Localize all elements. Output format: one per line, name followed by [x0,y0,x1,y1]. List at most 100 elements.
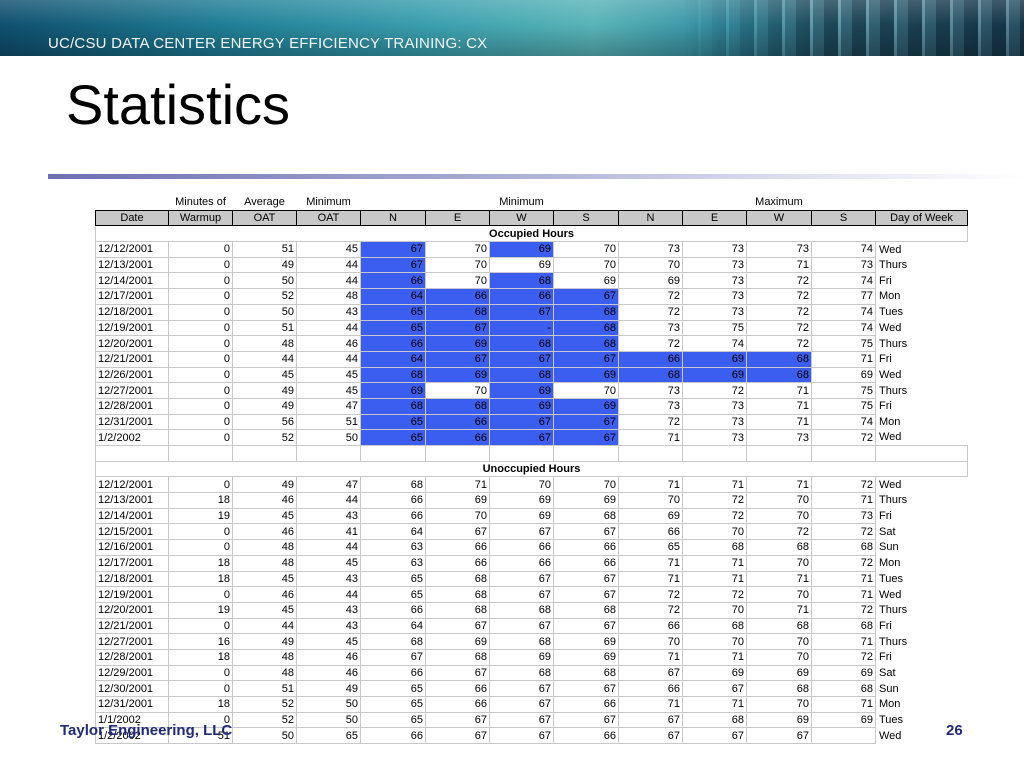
cell-value: 69 [553,397,619,415]
cell-value: 46 [232,492,297,509]
blank-cell [232,445,297,462]
cell-value: 73 [746,429,812,446]
cell-value: 51 [168,727,233,745]
cell-value: 67 [489,586,554,603]
cell-value: 50 [296,711,361,729]
date-cell: 12/18/2001 [95,303,169,321]
header-group-cell [876,195,968,210]
cell-value: 71 [682,696,747,713]
cell-value: 48 [296,288,361,305]
occupied-hours-section-title: Occupied Hours [95,225,968,243]
cell-value: 68 [489,601,554,619]
day-of-week-cell: Wed [879,729,902,742]
cell-value: 41 [296,523,361,541]
cell-value: 70 [618,492,683,509]
cell-value: 71 [811,570,876,588]
cell-value: 73 [618,397,683,415]
table-row: 12/27/2001 16 49 45 68 69 68 69 70 70 70 71 Thurs [95,633,968,650]
table-row: 1/2/2002 51 50 65 66 67 67 66 67 67 67 Wed [95,727,968,745]
cell-value: 72 [682,382,747,399]
date-cell: 12/31/2001 [95,413,169,431]
cell-value: 43 [296,507,361,525]
cell-value: 69 [746,711,812,729]
cell-value: 65 [360,413,426,431]
cell-value: 19 [168,601,233,619]
cell-value: 72 [811,601,876,619]
cell-value: 49 [296,680,361,697]
cell-value: 73 [618,382,683,399]
cell-value: 72 [618,303,683,321]
cell-value: 69 [489,648,554,666]
server-racks-image [684,0,1024,56]
table-row: 12/18/2001 0 50 43 65 68 67 68 72 73 72 74 Tues [95,303,968,321]
cell-value: 69 [682,366,747,384]
date-cell: 12/15/2001 [95,523,169,541]
column-header: W [746,209,812,227]
cell-value: 65 [618,539,683,556]
date-cell: 12/13/2001 [95,256,169,274]
cell-value: 44 [296,319,361,337]
header-group-cell [361,195,426,210]
cell-value: 66 [618,680,683,697]
cell-value: 52 [232,711,297,729]
cell-value: 56 [232,413,297,431]
cell-value: 71 [682,476,747,494]
date-cell: 1/2/2002 [95,727,169,745]
table-row: 12/17/2001 18 48 45 63 66 66 66 71 71 70 72 Mon [95,554,968,572]
cell-value: 69 [489,397,554,415]
cell-value: 47 [296,397,361,415]
cell-value: 66 [425,554,490,572]
date-cell: 12/20/2001 [95,601,169,619]
blank-cell [360,445,426,462]
cell-value: 69 [553,272,619,290]
date-cell: 12/17/2001 [95,288,169,305]
cell-value: 69 [811,711,876,729]
cell-value: 73 [811,256,876,274]
cell-value: 73 [746,241,812,258]
cell-value: 66 [360,507,426,525]
cell-value: 51 [232,241,297,258]
cell-value: 67 [553,350,619,368]
statistics-table: Minutes of Average Minimum Minimum Maximum Da… [95,195,968,745]
cell-value: 74 [811,272,876,290]
cell-value: 69 [553,492,619,509]
cell-value: 71 [746,570,812,588]
cell-value: 66 [553,539,619,556]
cell-value: 52 [232,429,297,446]
cell-value: 69 [553,633,619,650]
cell-value: 67 [360,648,426,666]
cell-value: 68 [425,570,490,588]
date-cell: 12/30/2001 [95,680,169,697]
header-group-cell: Minimum [306,196,351,209]
cell-value: 68 [489,633,554,650]
header-row-groups: Minutes of Average Minimum Minimum Maximum [96,195,968,210]
cell-value: 66 [618,617,683,635]
table-row: 12/31/2001 0 56 51 65 66 67 67 72 73 71 74 Mon [95,413,968,431]
header-banner: UC/CSU DATA CENTER ENERGY EFFICIENCY TRA… [0,0,1024,56]
cell-value: 71 [618,570,683,588]
date-cell: 12/26/2001 [95,366,169,384]
cell-value: 65 [360,429,426,446]
footer-company: Taylor Engineering, LLC [60,722,233,739]
cell-value: 70 [553,382,619,399]
cell-value: 67 [489,570,554,588]
cell-value: 64 [360,350,426,368]
cell-value: 44 [296,256,361,274]
cell-value: 49 [232,256,297,274]
cell-value: 72 [618,335,683,352]
cell-value: 66 [553,554,619,572]
cell-value: 66 [425,539,490,556]
column-header: N [360,209,426,227]
cell-value: 0 [168,288,233,305]
cell-value: 18 [168,696,233,713]
day-of-week-cell: Sun [879,682,899,695]
blank-cell [168,445,233,462]
column-header: N [618,209,683,227]
cell-value: 67 [489,711,554,729]
cell-value: 43 [296,570,361,588]
cell-value: 67 [489,429,554,446]
day-of-week-cell: Fri [879,353,892,366]
cell-value: 68 [553,319,619,337]
cell-value: 45 [296,554,361,572]
date-cell: 12/20/2001 [95,335,169,352]
